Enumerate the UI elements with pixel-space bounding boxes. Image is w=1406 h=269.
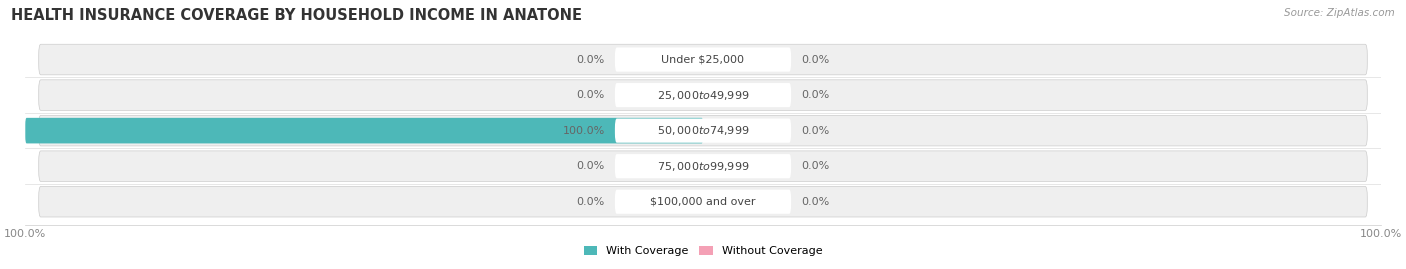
Text: $75,000 to $99,999: $75,000 to $99,999 — [657, 160, 749, 173]
Text: $25,000 to $49,999: $25,000 to $49,999 — [657, 89, 749, 102]
Bar — [655, 190, 703, 213]
Text: 0.0%: 0.0% — [801, 161, 830, 171]
FancyBboxPatch shape — [39, 151, 1367, 182]
Text: $100,000 and over: $100,000 and over — [650, 197, 756, 207]
Bar — [655, 84, 703, 107]
FancyBboxPatch shape — [25, 118, 703, 143]
Text: 0.0%: 0.0% — [801, 126, 830, 136]
Text: 0.0%: 0.0% — [801, 197, 830, 207]
Text: 100.0%: 100.0% — [562, 126, 605, 136]
Text: 0.0%: 0.0% — [801, 90, 830, 100]
Bar — [703, 155, 751, 178]
Text: 0.0%: 0.0% — [576, 90, 605, 100]
Bar — [703, 119, 751, 142]
FancyBboxPatch shape — [614, 119, 792, 143]
Bar — [703, 84, 751, 107]
Bar — [655, 155, 703, 178]
FancyBboxPatch shape — [39, 44, 1367, 75]
Legend: With Coverage, Without Coverage: With Coverage, Without Coverage — [579, 241, 827, 261]
Text: 0.0%: 0.0% — [801, 55, 830, 65]
FancyBboxPatch shape — [39, 115, 1367, 146]
FancyBboxPatch shape — [614, 83, 792, 107]
Bar — [703, 48, 751, 71]
Bar — [655, 48, 703, 71]
FancyBboxPatch shape — [614, 154, 792, 178]
Text: 0.0%: 0.0% — [576, 197, 605, 207]
FancyBboxPatch shape — [614, 47, 792, 72]
Bar — [655, 119, 703, 142]
Text: $50,000 to $74,999: $50,000 to $74,999 — [657, 124, 749, 137]
Bar — [703, 190, 751, 213]
Text: 0.0%: 0.0% — [576, 161, 605, 171]
Text: 0.0%: 0.0% — [576, 55, 605, 65]
FancyBboxPatch shape — [614, 190, 792, 214]
Text: Source: ZipAtlas.com: Source: ZipAtlas.com — [1284, 8, 1395, 18]
FancyBboxPatch shape — [39, 80, 1367, 110]
Text: Under $25,000: Under $25,000 — [661, 55, 745, 65]
FancyBboxPatch shape — [39, 186, 1367, 217]
Text: HEALTH INSURANCE COVERAGE BY HOUSEHOLD INCOME IN ANATONE: HEALTH INSURANCE COVERAGE BY HOUSEHOLD I… — [11, 8, 582, 23]
